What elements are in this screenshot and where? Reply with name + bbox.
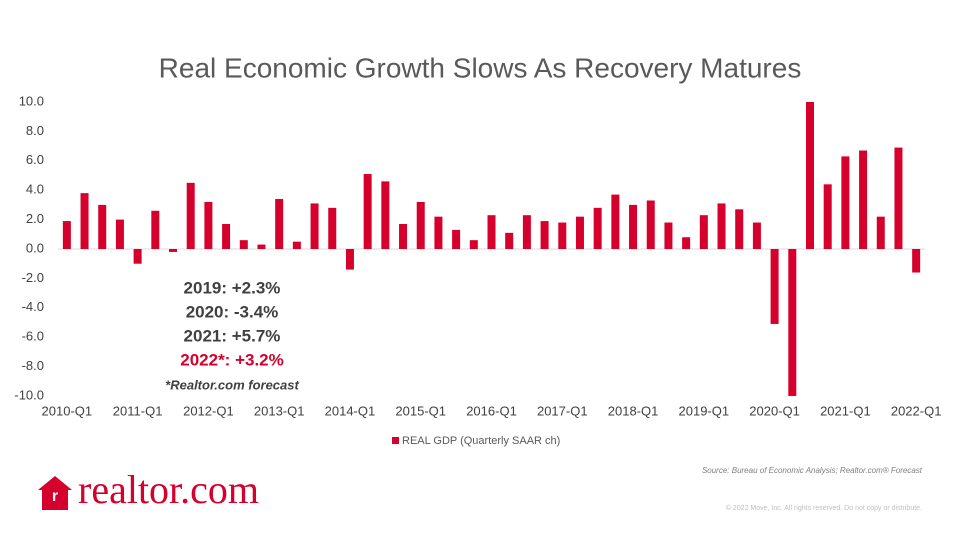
bar bbox=[363, 174, 372, 249]
bar bbox=[611, 194, 620, 249]
bar bbox=[770, 249, 779, 324]
bar bbox=[115, 219, 124, 249]
y-tick-label: 10.0 bbox=[19, 93, 44, 108]
bar bbox=[381, 181, 390, 249]
bar bbox=[487, 215, 496, 249]
bar bbox=[540, 221, 549, 249]
x-tick-label: 2022-Q1 bbox=[891, 403, 942, 418]
bar bbox=[275, 199, 284, 249]
y-tick-label: 6.0 bbox=[26, 152, 44, 167]
bar bbox=[752, 222, 761, 249]
bar bbox=[876, 216, 885, 249]
bar bbox=[80, 193, 89, 249]
bar bbox=[735, 209, 744, 249]
bar bbox=[841, 156, 850, 249]
y-tick-label: 4.0 bbox=[26, 182, 44, 197]
bar bbox=[222, 224, 231, 249]
bar bbox=[434, 216, 443, 249]
bar bbox=[593, 207, 602, 249]
bar bbox=[699, 215, 708, 249]
x-tick-label: 2016-Q1 bbox=[466, 403, 517, 418]
bar bbox=[823, 184, 832, 249]
bar bbox=[186, 182, 195, 249]
bar bbox=[805, 102, 814, 249]
bar bbox=[788, 249, 797, 396]
bar bbox=[505, 232, 514, 249]
y-tick-label: 0.0 bbox=[26, 240, 44, 255]
bar bbox=[859, 150, 868, 249]
legend-label: REAL GDP (Quarterly SAAR ch) bbox=[402, 435, 560, 447]
logo-icon: r bbox=[38, 476, 72, 510]
bar bbox=[133, 249, 142, 264]
bar bbox=[646, 200, 655, 249]
y-tick-label: -6.0 bbox=[22, 329, 44, 344]
bar bbox=[522, 215, 531, 249]
bar bbox=[399, 224, 408, 249]
bar bbox=[151, 210, 160, 249]
source: Source: Bureau of Economic Analysis; Rea… bbox=[702, 466, 923, 475]
x-tick-label: 2013-Q1 bbox=[254, 403, 305, 418]
bar bbox=[292, 241, 301, 249]
y-tick-label: 8.0 bbox=[26, 123, 44, 138]
y-tick-label: -4.0 bbox=[22, 299, 44, 314]
bar bbox=[328, 207, 337, 249]
logo-text: realtor.com bbox=[78, 467, 259, 512]
y-tick-label: 2.0 bbox=[26, 211, 44, 226]
x-tick-label: 2017-Q1 bbox=[537, 403, 588, 418]
bar bbox=[682, 237, 691, 249]
bar bbox=[239, 240, 248, 249]
bar bbox=[169, 249, 178, 252]
bar bbox=[629, 204, 638, 249]
bar bbox=[469, 240, 478, 249]
x-tick-label: 2015-Q1 bbox=[395, 403, 446, 418]
bar bbox=[62, 221, 71, 249]
bar bbox=[257, 244, 266, 249]
annotation: 2022*: +3.2% bbox=[180, 350, 284, 369]
bar bbox=[894, 147, 903, 249]
bar bbox=[98, 204, 107, 249]
x-tick-label: 2018-Q1 bbox=[608, 403, 659, 418]
annotation: 2020: -3.4% bbox=[186, 302, 279, 321]
annotation: 2019: +2.3% bbox=[184, 278, 281, 297]
bar bbox=[452, 229, 461, 249]
x-tick-label: 2010-Q1 bbox=[42, 403, 93, 418]
annotation: 2021: +5.7% bbox=[184, 326, 281, 345]
bar bbox=[575, 216, 584, 249]
copyright: © 2022 Move, Inc. All rights reserved. D… bbox=[726, 504, 922, 512]
x-tick-label: 2020-Q1 bbox=[749, 403, 800, 418]
legend-swatch bbox=[392, 437, 399, 444]
y-tick-label: -2.0 bbox=[22, 270, 44, 285]
y-tick-label: -8.0 bbox=[22, 358, 44, 373]
chart-title: Real Economic Growth Slows As Recovery M… bbox=[159, 52, 802, 83]
x-tick-label: 2021-Q1 bbox=[820, 403, 871, 418]
bar bbox=[558, 222, 567, 249]
x-tick-label: 2014-Q1 bbox=[325, 403, 376, 418]
svg-text:r: r bbox=[52, 488, 58, 505]
annotation: *Realtor.com forecast bbox=[165, 377, 299, 392]
x-tick-label: 2012-Q1 bbox=[183, 403, 234, 418]
x-tick-label: 2019-Q1 bbox=[679, 403, 730, 418]
y-tick-label: -10.0 bbox=[14, 387, 44, 402]
bar bbox=[912, 249, 921, 273]
x-tick-label: 2011-Q1 bbox=[113, 403, 163, 418]
bar bbox=[345, 249, 354, 270]
bar bbox=[664, 222, 673, 249]
bar bbox=[310, 203, 319, 249]
bar bbox=[204, 201, 213, 249]
bar bbox=[416, 201, 425, 249]
bar bbox=[717, 203, 726, 249]
